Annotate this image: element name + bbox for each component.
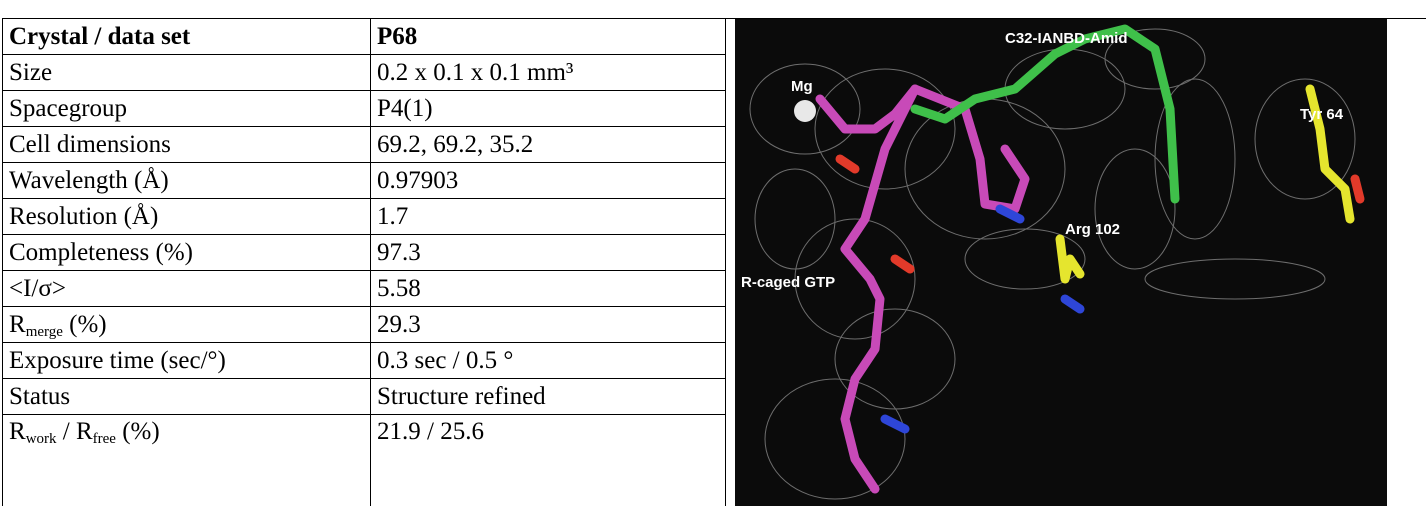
row-value: 69.2, 69.2, 35.2 [370, 126, 726, 163]
table-row: Resolution (Å) 1.7 [2, 198, 726, 235]
row-label: <I/σ> [2, 270, 371, 307]
table-row: Wavelength (Å) 0.97903 [2, 162, 726, 199]
figure-label: Arg 102 [1065, 221, 1120, 238]
label-part: R [9, 310, 26, 338]
row-value: P4(1) [370, 90, 726, 127]
header-cell: Crystal / data set [2, 18, 371, 55]
figure-label: R-caged GTP [741, 274, 835, 291]
table-row: Rmerge (%) 29.3 [2, 306, 726, 343]
data-table: Crystal / data set P68 Size 0.2 x 0.1 x 0… [2, 18, 726, 506]
mg-atom [794, 100, 816, 122]
table-row: Spacegroup P4(1) [2, 90, 726, 127]
table-row: Cell dimensions 69.2, 69.2, 35.2 [2, 126, 726, 163]
row-label: Exposure time (sec/°) [2, 342, 371, 379]
row-label: Completeness (%) [2, 234, 371, 271]
label-part: R [9, 418, 26, 445]
header-cell: P68 [370, 18, 726, 55]
row-value: 1.7 [370, 198, 726, 235]
table-row: <I/σ> 5.58 [2, 270, 726, 307]
table-row: Rwork / Rfree (%) 21.9 / 25.6 [2, 414, 726, 506]
row-value: 21.9 / 25.6 [370, 414, 726, 506]
label-part: (%) [62, 310, 107, 338]
figure-label: C32-IANBD-Amid [1005, 30, 1128, 47]
row-label: Cell dimensions [2, 126, 371, 163]
row-value: 0.2 x 0.1 x 0.1 mm³ [370, 54, 726, 91]
table-body: Crystal / data set P68 Size 0.2 x 0.1 x 0… [2, 18, 726, 506]
label-part: / R [56, 418, 93, 445]
row-label: Wavelength (Å) [2, 162, 371, 199]
subscript: merge [25, 323, 63, 340]
header-row: Crystal / data set P68 [2, 18, 726, 55]
row-value: 0.3 sec / 0.5 ° [370, 342, 726, 379]
row-label: Spacegroup [2, 90, 371, 127]
structure-figure: C32-IANBD-Amid Mg Tyr 64 Arg 102 R-caged GTP [735, 19, 1387, 506]
figure-label: Tyr 64 [1300, 106, 1344, 123]
table-row: Completeness (%) 97.3 [2, 234, 726, 271]
figure-label: Mg [791, 78, 813, 95]
row-value: 29.3 [370, 306, 726, 343]
row-label: Rmerge (%) [2, 306, 371, 343]
row-label: Resolution (Å) [2, 198, 371, 235]
label-part: (%) [115, 418, 160, 445]
row-value: 5.58 [370, 270, 726, 307]
row-label: Rwork / Rfree (%) [2, 414, 371, 506]
row-label: Status [2, 378, 371, 415]
row-label: Size [2, 54, 371, 91]
row-value: 0.97903 [370, 162, 726, 199]
density-mesh [749, 28, 1356, 500]
table-row: Size 0.2 x 0.1 x 0.1 mm³ [2, 54, 726, 91]
row-value: Structure refined [370, 378, 726, 415]
sticks [815, 24, 1365, 494]
table-row: Exposure time (sec/°) 0.3 sec / 0.5 ° [2, 342, 726, 379]
table-row: Status Structure refined [2, 378, 726, 415]
subscript: free [92, 431, 116, 447]
row-value: 97.3 [370, 234, 726, 271]
subscript: work [25, 431, 57, 447]
